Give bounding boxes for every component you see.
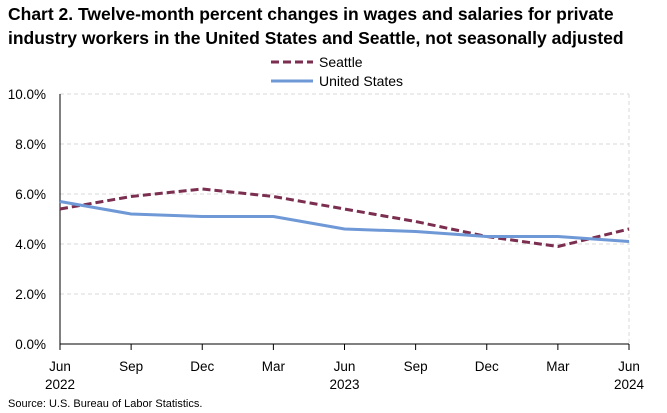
x-tick-label: Sep <box>404 359 428 374</box>
legend: Seattle United States <box>271 54 403 89</box>
series-lines <box>59 187 630 248</box>
series-line-seattle <box>59 187 630 248</box>
y-tick-label: 6.0% <box>15 187 46 202</box>
x-year-label: 2023 <box>329 377 359 392</box>
x-tick-label: Jun <box>49 359 71 374</box>
x-tick-label: Dec <box>475 359 499 374</box>
x-tick-labels: Jun 2022 Sep Dec Mar Jun 2023 Sep Dec Mar Jun 2024 <box>45 359 645 392</box>
y-tick-labels: 0.0% 2.0% 4.0% 6.0% 8.0% 10.0% <box>8 87 46 352</box>
legend-label-united-states: United States <box>319 73 403 89</box>
source-note: Source: U.S. Bureau of Labor Statistics. <box>8 398 203 410</box>
y-tick-label: 2.0% <box>15 287 46 302</box>
y-tick-label: 8.0% <box>15 137 46 152</box>
y-tick-label: 4.0% <box>15 237 46 252</box>
x-tick-label: Dec <box>190 359 214 374</box>
y-tick-label: 0.0% <box>15 337 46 352</box>
x-year-label: 2024 <box>614 377 645 392</box>
x-year-label: 2022 <box>45 377 75 392</box>
y-tick-label: 10.0% <box>8 87 46 102</box>
x-tick-label: Mar <box>546 359 570 374</box>
chart-title: Chart 2. Twelve-month percent changes in… <box>8 4 624 48</box>
legend-label-seattle: Seattle <box>319 54 363 70</box>
axes <box>59 94 630 350</box>
x-tick-label: Jun <box>334 359 356 374</box>
x-tick-label: Mar <box>262 359 286 374</box>
series-line-united-states <box>59 200 630 243</box>
x-tick-label: Sep <box>119 359 143 374</box>
x-tick-label: Jun <box>618 359 640 374</box>
